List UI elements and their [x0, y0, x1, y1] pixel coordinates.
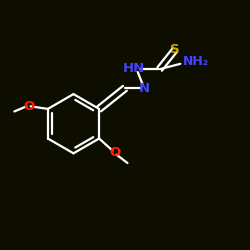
Text: HN: HN: [123, 62, 145, 76]
Text: S: S: [170, 43, 180, 56]
Text: O: O: [109, 146, 120, 159]
Text: O: O: [23, 100, 34, 113]
Text: N: N: [139, 82, 150, 95]
Text: NH₂: NH₂: [183, 55, 209, 68]
